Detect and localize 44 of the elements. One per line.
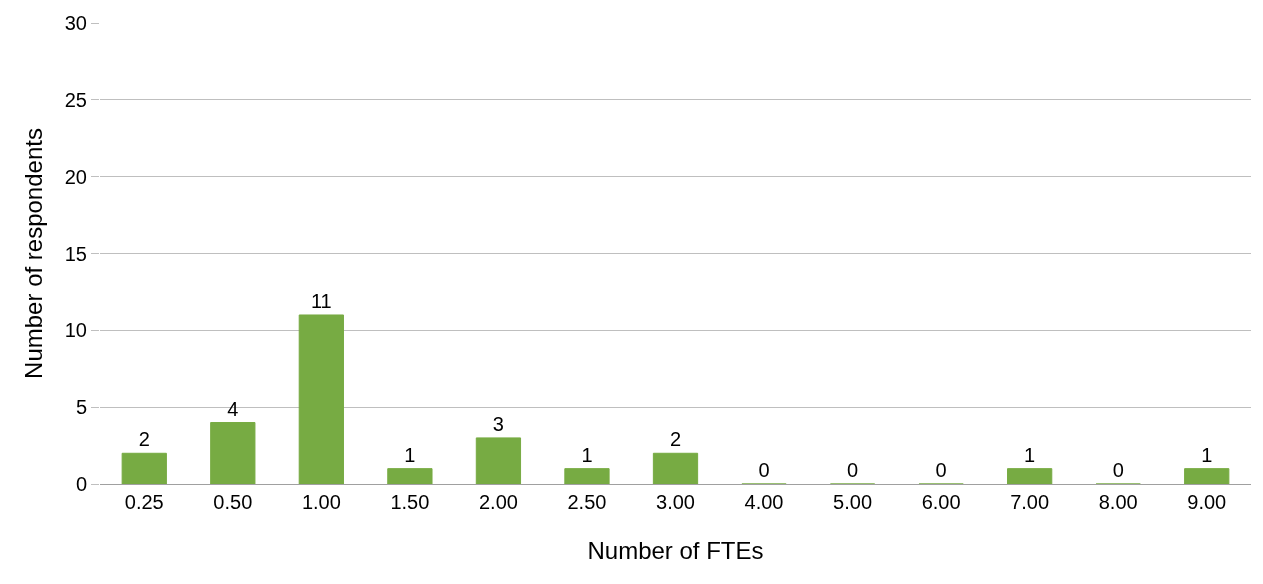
y-tick-label: 30 <box>64 12 87 34</box>
bar <box>298 314 344 484</box>
data-label: 0 <box>847 459 859 481</box>
x-tick-label: 1.00 <box>301 491 341 513</box>
y-tick-label: 0 <box>75 473 87 495</box>
y-tick-label: 20 <box>64 165 87 188</box>
x-tick-label: 4.00 <box>744 491 784 513</box>
y-tick-label: 10 <box>64 319 87 342</box>
bar <box>1007 468 1053 484</box>
data-label: 0 <box>758 459 770 481</box>
y-tick-label: 25 <box>64 88 87 111</box>
y-tick-label: 5 <box>75 396 87 419</box>
data-label: 1 <box>404 443 416 466</box>
data-label: 0 <box>935 459 947 481</box>
x-tick-label: 3.00 <box>656 491 695 513</box>
x-tick-label: 0.25 <box>124 491 164 513</box>
bar <box>387 468 433 484</box>
x-tick-label: 0.50 <box>213 491 253 513</box>
data-label: 2 <box>138 428 150 451</box>
bar <box>1184 468 1230 484</box>
data-label: 3 <box>492 412 504 435</box>
y-axis-title: Number of respondents <box>19 128 47 379</box>
x-tick-label: 2.50 <box>567 491 607 513</box>
x-tick-label: 9.00 <box>1187 491 1227 513</box>
x-tick-label: 1.50 <box>390 491 430 513</box>
x-tick-label: 8.00 <box>1098 491 1138 513</box>
data-label: 0 <box>1112 459 1124 481</box>
data-label: 11 <box>310 289 332 312</box>
data-label: 2 <box>669 428 682 451</box>
data-label: 1 <box>581 443 593 466</box>
x-tick-label: 2.00 <box>478 491 518 513</box>
x-tick-label: 7.00 <box>1010 491 1050 513</box>
bar <box>210 422 256 484</box>
data-label: 4 <box>227 397 239 420</box>
data-label: 1 <box>1201 443 1213 466</box>
y-tick-label: 15 <box>64 242 87 265</box>
x-axis-title: Number of FTEs <box>587 537 764 565</box>
x-tick-label: 5.00 <box>833 491 873 513</box>
bar <box>652 452 699 484</box>
bar <box>121 452 167 484</box>
bar <box>475 437 522 484</box>
bar <box>564 468 610 484</box>
data-label: 1 <box>1024 443 1036 466</box>
x-tick-label: 6.00 <box>921 491 961 513</box>
